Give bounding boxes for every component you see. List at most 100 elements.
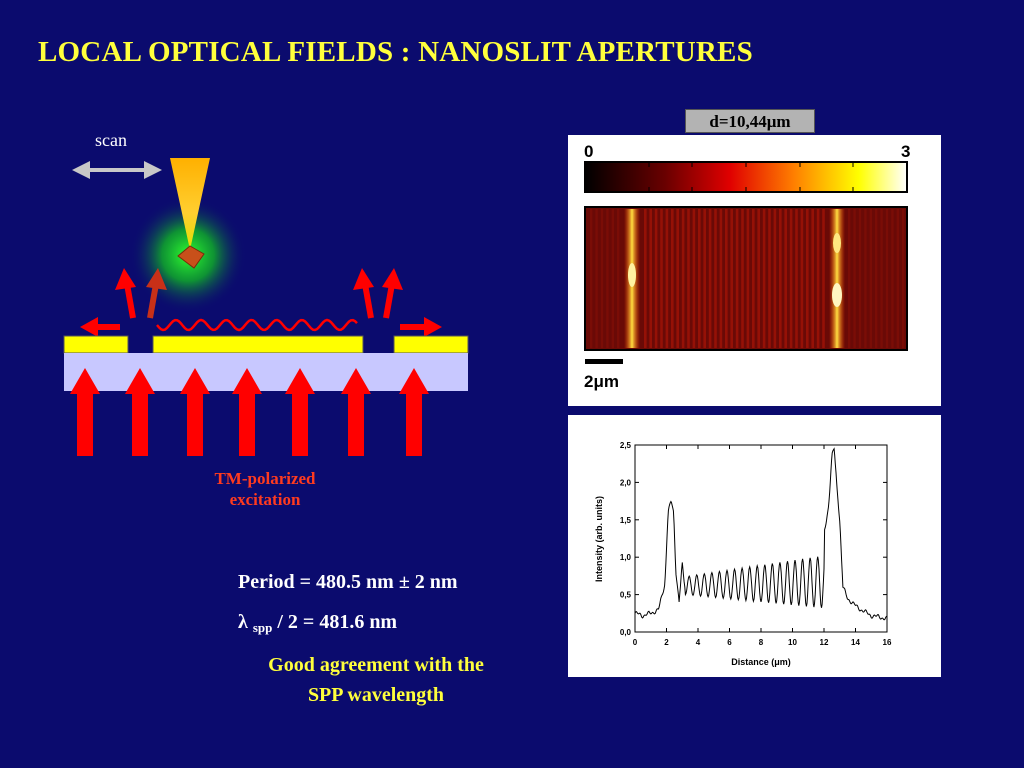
- fringe-stripe: [617, 209, 620, 348]
- fringe-stripe: [654, 209, 658, 348]
- fringe-pattern: [590, 209, 905, 348]
- fringe-stripe: [703, 209, 706, 348]
- lambda-value: / 2 = 481.6 nm: [272, 611, 398, 633]
- lambda-text: λ spp / 2 = 481.6 nm: [238, 611, 397, 636]
- fringe-stripe: [692, 209, 696, 348]
- fringe-stripe: [649, 209, 652, 348]
- fringe-stripe: [735, 209, 739, 348]
- excitation-arrow-head: [232, 368, 262, 394]
- gold-film: [63, 335, 469, 354]
- fringe-stripe: [746, 209, 750, 348]
- y-tick-label: 0,0: [620, 628, 632, 637]
- x-tick-label: 2: [664, 638, 669, 647]
- excitation-arrow-head: [399, 368, 429, 394]
- nanoslit-diagram: [63, 158, 469, 456]
- period-text: Period = 480.5 nm ± 2 nm: [238, 571, 458, 593]
- fringe-stripe: [698, 209, 701, 348]
- fringe-stripe: [708, 209, 712, 348]
- agreement-line1: Good agreement with the: [268, 654, 484, 676]
- excitation-label-line2: excitation: [229, 490, 301, 509]
- fringe-stripe: [816, 209, 820, 348]
- excitation-arrow-shaft: [187, 392, 203, 456]
- fringe-stripe: [773, 209, 777, 348]
- x-tick-label: 0: [633, 638, 638, 647]
- fringe-stripe: [676, 209, 679, 348]
- fringe-stripe: [611, 209, 614, 348]
- agreement-line2: SPP wavelength: [307, 684, 445, 706]
- probe-tip-icon: [170, 158, 210, 250]
- near-field-image: 0 3 2μm: [584, 142, 910, 391]
- excitation-arrow-shaft: [239, 392, 255, 456]
- fringe-stripe: [875, 209, 878, 348]
- x-tick-label: 14: [851, 638, 860, 647]
- scan-label: scan: [95, 130, 127, 150]
- fringe-stripe: [902, 209, 905, 348]
- excitation-label-line1: TM-polarized: [214, 469, 316, 488]
- lambda-subscript: spp: [252, 620, 273, 635]
- x-axis-ticks: 0 2 4 6 8 10 12 14 16: [633, 445, 892, 647]
- fringe-stripe: [858, 209, 862, 348]
- fringe-stripe: [795, 209, 798, 348]
- excitation-arrow-head: [70, 368, 100, 394]
- x-tick-label: 4: [696, 638, 701, 647]
- slide-title: LOCAL OPTICAL FIELDS : NANOSLIT APERTURE…: [38, 36, 753, 68]
- excitation-arrow-shaft: [292, 392, 308, 456]
- fringe-stripe: [811, 209, 814, 348]
- fringe-stripe: [714, 209, 717, 348]
- slit-left-hotspot: [628, 263, 636, 287]
- excitation-arrow-head: [341, 368, 371, 394]
- fringe-stripe: [600, 209, 604, 348]
- fringe-stripe: [806, 209, 809, 348]
- fringe-stripe: [644, 209, 647, 348]
- excitation-arrows: [70, 368, 429, 456]
- excitation-arrow-shaft: [132, 392, 148, 456]
- fringe-stripe: [864, 209, 867, 348]
- x-tick-label: 16: [883, 638, 892, 647]
- slit-right-glow: [829, 209, 845, 348]
- fringe-stripe: [848, 209, 851, 348]
- distance-badge: d=10,44μm: [685, 109, 815, 133]
- excitation-arrow-head: [285, 368, 315, 394]
- fringe-stripe: [590, 209, 593, 348]
- intensity-profile-line: [634, 447, 888, 621]
- y-tick-label: 1,5: [620, 516, 632, 525]
- fringe-stripe: [606, 209, 609, 348]
- fringe-stripe: [789, 209, 793, 348]
- scale-bar: [585, 359, 623, 364]
- fringe-stripe: [681, 209, 685, 348]
- fringe-stripe: [762, 209, 766, 348]
- fringe-stripe: [896, 209, 899, 348]
- near-field-image-panel: 0 3 2μm: [568, 135, 941, 406]
- lambda-symbol: λ: [238, 611, 248, 633]
- y-tick-label: 1,0: [620, 553, 632, 562]
- plot-frame: [634, 444, 888, 633]
- fringe-stripe: [880, 209, 883, 348]
- fringe-stripe: [768, 209, 771, 348]
- fringe-stripe: [800, 209, 804, 348]
- colorbar-ticks: [648, 162, 854, 192]
- agreement-text: Good agreement with the SPP wavelength: [226, 650, 526, 710]
- y-tick-label: 2,0: [620, 478, 632, 487]
- fringe-stripe: [730, 209, 733, 348]
- fringe-stripe: [752, 209, 755, 348]
- fringe-stripe: [784, 209, 787, 348]
- fringe-stripe: [779, 209, 782, 348]
- fringe-stripe: [687, 209, 690, 348]
- y-axis-label: Intensity (arb. units): [594, 496, 604, 582]
- profile-chart-panel: 0 2 4 6 8 10 12 14 16 0,0 0,5 1,0 1,5 2,0 2,5 Distanc…: [568, 415, 941, 677]
- emission-arrows: [115, 268, 403, 319]
- fringe-stripe: [869, 209, 872, 348]
- fringe-stripe: [671, 209, 674, 348]
- fringe-stripe: [885, 209, 889, 348]
- excitation-arrow-shaft: [77, 392, 93, 456]
- scale-bar-label: 2μm: [584, 372, 619, 391]
- nanoparticle-icon: [177, 245, 205, 269]
- fringe-stripe: [757, 209, 760, 348]
- excitation-arrow-head: [180, 368, 210, 394]
- excitation-arrow-shaft: [406, 392, 422, 456]
- x-tick-label: 6: [727, 638, 732, 647]
- spp-arrows: [80, 317, 442, 337]
- y-tick-label: 2,5: [620, 441, 632, 450]
- excitation-label: TM-polarized excitation: [190, 468, 340, 510]
- scan-arrow-icon: [72, 161, 162, 179]
